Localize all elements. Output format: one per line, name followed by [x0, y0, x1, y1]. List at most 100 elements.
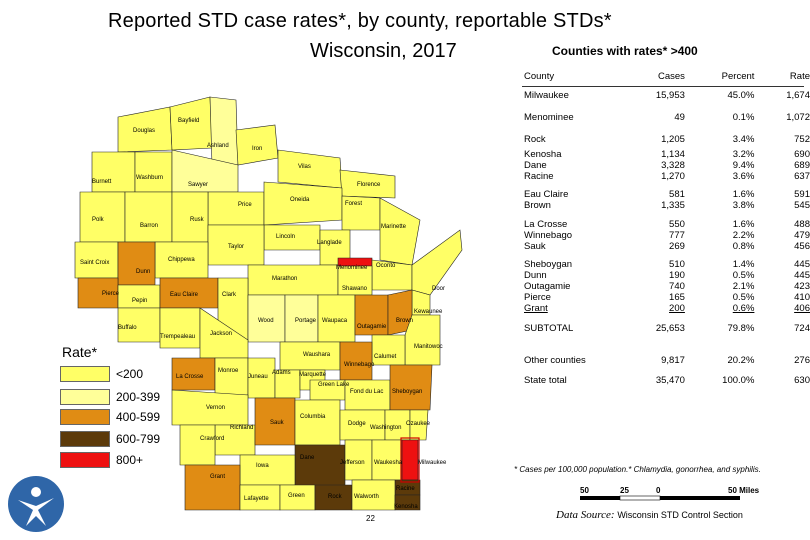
legend-item: 200-399 — [60, 389, 160, 405]
table-row: Rock 1,205 3.4% 752 — [524, 134, 810, 149]
cell-rate: 406 — [794, 303, 810, 314]
cell-rate: 1,674 — [786, 90, 810, 101]
label-green-lake: Green Lake — [318, 382, 350, 388]
label-oneida: Oneida — [290, 197, 310, 203]
cell-county: Grant — [524, 303, 548, 314]
label-clark: Clark — [222, 292, 237, 298]
label-ozaukee: Ozaukee — [406, 421, 431, 427]
map-title: Reported STD case rates*, by county, rep… — [108, 10, 612, 32]
label-jackson: Jackson — [210, 331, 232, 337]
header-county: County — [524, 71, 555, 82]
county-pepin — [117, 284, 161, 309]
header-cases: Cases — [657, 71, 685, 82]
label-sawyer: Sawyer — [188, 182, 208, 188]
label-adams: Adams — [272, 370, 291, 376]
legend-title: Rate* — [62, 344, 98, 360]
label-brown: Brown — [396, 318, 413, 324]
other-cases: 9,817 — [661, 355, 685, 366]
scale-tick-label: 50 Miles — [728, 486, 760, 495]
legend-label: 600-799 — [116, 432, 161, 446]
header-percent: Percent — [721, 71, 755, 82]
table-row: Kenosha Dane Racine 1,134 3,328 1,270 3.… — [524, 149, 810, 189]
scale-tick-label: 0 — [656, 486, 661, 495]
label-lafayette: Lafayette — [244, 496, 269, 502]
label-barron: Barron — [140, 223, 158, 229]
table-row: Milwaukee 15,953 45.0% 1,674 — [524, 90, 810, 112]
label-iowa: Iowa — [256, 463, 269, 469]
cell-percent: 1.6% 2.2% 0.8% — [732, 219, 755, 252]
label-sheboygan: Sheboygan — [392, 389, 422, 395]
label-wood: Wood — [258, 318, 274, 324]
county-florence — [339, 169, 396, 199]
county-trempealeau — [159, 307, 201, 349]
county-calumet — [371, 334, 406, 366]
label-lincoln: Lincoln — [276, 234, 295, 240]
county-iron — [235, 124, 279, 166]
label-pepin: Pepin — [132, 298, 147, 304]
county-monroe — [214, 357, 249, 396]
health-department-logo-icon — [8, 476, 64, 532]
label-portage: Portage — [295, 318, 317, 324]
label-taylor: Taylor — [228, 244, 244, 250]
scale-tick-label: 25 — [620, 486, 629, 495]
label-ashland: Ashland — [207, 143, 229, 149]
label-rusk: Rusk — [190, 217, 205, 223]
county-milwaukee — [401, 439, 419, 481]
cell-county: Eau Claire Brown — [524, 189, 569, 211]
label-marathon: Marathon — [272, 276, 297, 282]
label-saint-croix: Saint Croix — [80, 260, 109, 266]
label-forest: Forest — [345, 201, 362, 207]
cell-cases: 1,134 3,328 1,270 — [661, 149, 685, 182]
table-row: Eau Claire Brown 581 1,335 1.6% 3.8% 591… — [524, 189, 810, 219]
label-waushara: Waushara — [303, 352, 331, 358]
label-waukesha: Waukesha — [374, 460, 403, 466]
county-ashland — [209, 96, 239, 166]
label-green: Green — [288, 493, 305, 499]
label-kewaunee: Kewaunee — [414, 309, 443, 315]
label-richland: Richland — [230, 425, 253, 431]
subtotal-cases: 25,653 — [655, 323, 685, 334]
county-oneida — [263, 181, 343, 226]
data-source-value: Wisconsin STD Control Section — [617, 510, 743, 520]
county-dane — [294, 444, 346, 491]
cell-cases: 550 777 269 — [669, 219, 685, 252]
county-ozaukee — [409, 409, 429, 441]
label-winnebago: Winnebago — [344, 362, 375, 368]
scale-tick-label: 50 — [580, 486, 589, 495]
table-subtitle: Counties with rates* >400 — [552, 44, 698, 58]
label-florence: Florence — [357, 182, 381, 188]
county-iowa — [239, 454, 296, 486]
label-columbia: Columbia — [300, 414, 326, 420]
subtotal-label: SUBTOTAL — [524, 323, 574, 334]
label-bayfield: Bayfield — [178, 118, 199, 124]
legend-swatch — [60, 452, 110, 468]
total-cases: 35,470 — [655, 375, 685, 386]
cell-county: Milwaukee — [524, 90, 569, 101]
label-crawford: Crawford — [200, 436, 224, 442]
legend-item: 800+ — [60, 452, 143, 468]
label-eau-claire: Eau Claire — [170, 292, 199, 298]
milwaukee-highlight — [400, 437, 420, 483]
table-row: La Crosse Winnebago Sauk 550 777 269 1.6… — [524, 219, 810, 259]
county-fond-du-lac — [344, 379, 391, 411]
cell-county: Menominee — [524, 112, 574, 123]
data-source: Data Source: Wisconsin STD Control Secti… — [556, 509, 743, 521]
label-washburn: Washburn — [136, 175, 163, 181]
cell-cases: 510 190 740 165 — [669, 259, 685, 303]
cell-cases: 15,953 — [655, 90, 685, 101]
cell-county: La Crosse Winnebago Sauk — [524, 219, 573, 252]
label-grant: Grant — [210, 474, 225, 480]
total-rate: 630 — [794, 375, 810, 386]
subtotal-percent: 79.8% — [727, 323, 755, 334]
label-marinette: Marinette — [381, 224, 407, 230]
cell-rate: 488 479 456 — [794, 219, 810, 252]
county-washburn — [134, 151, 173, 193]
label-polk: Polk — [92, 217, 105, 223]
label-vernon: Vernon — [206, 405, 225, 411]
legend-item: <200 — [60, 366, 143, 382]
label-dane: Dane — [300, 455, 315, 461]
legend-swatch — [60, 389, 110, 405]
legend-item: 400-599 — [60, 409, 160, 425]
label-manitowoc: Manitowoc — [414, 344, 443, 350]
cell-rate: 591 545 — [794, 189, 810, 211]
